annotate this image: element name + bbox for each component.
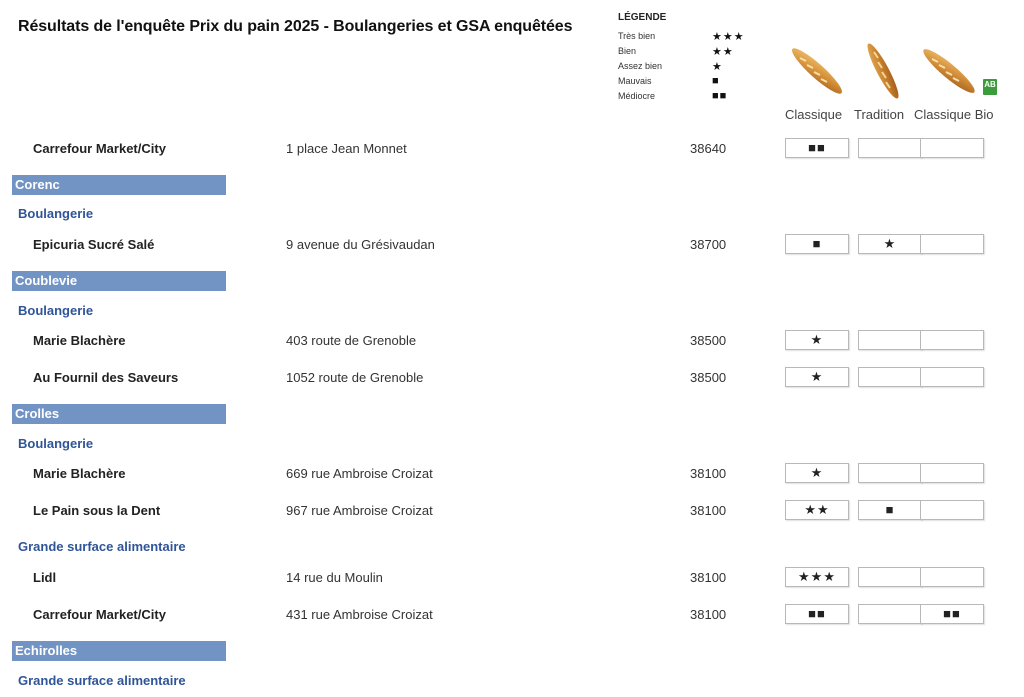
store-address: 14 rue du Moulin [286,570,383,585]
commune-header: Coublevie [12,271,226,291]
store-address: 1052 route de Grenoble [286,370,424,385]
store-address: 431 rue Ambroise Croizat [286,607,433,622]
rating-tradition [858,330,922,350]
rating-tradition [858,604,922,624]
category-label: Grande surface alimentaire [18,539,186,554]
rating-tradition [858,138,922,158]
rating-classique: ■ [785,234,849,254]
store-name: Carrefour Market/City [33,607,166,622]
category-label: Boulangerie [18,303,94,318]
store-address: 9 avenue du Grésivaudan [286,237,435,252]
rating-symbol: ★★ [712,46,734,58]
legend-title: LÉGENDE [618,12,667,23]
page-title: Résultats de l'enquête Prix du pain 2025… [18,18,573,35]
store-name: Carrefour Market/City [33,141,166,156]
store-name: Marie Blachère [33,333,126,348]
category-label: Grande surface alimentaire [18,673,186,688]
rating-classique-bio [920,330,984,350]
rating-classique: ■■ [785,604,849,624]
column-header-classique: Classique [785,107,843,122]
rating-classique: ★ [785,463,849,483]
store-name: Au Fournil des Saveurs [33,370,179,385]
baguette-classique-image [792,48,842,94]
category-label: Boulangerie [18,436,94,451]
legend-item: Bien ★★ [618,44,733,59]
rating-classique-bio: ■■ [920,604,984,624]
rating-classique: ■■ [785,138,849,158]
legend-label: Très bien [618,31,656,41]
store-postcode: 38100 [690,607,727,622]
store-postcode: 38500 [690,333,727,348]
rating-classique: ★ [785,367,849,387]
rating-symbol: ■■ [712,90,728,102]
rating-classique-bio [920,234,984,254]
rating-classique-bio [920,463,984,483]
baguette-bio-image [923,49,975,93]
legend-label: Mauvais [618,76,652,86]
rating-classique-bio [920,567,984,587]
column-header-tradition: Tradition [854,107,905,122]
rating-classique-bio [920,367,984,387]
legend-item: Mauvais ■ [618,74,719,89]
legend-item: Médiocre ■■ [618,89,726,104]
rating-classique-bio [920,500,984,520]
legend: LÉGENDE Très bien ★★★ Bien ★★ Assez bien… [618,12,744,104]
legend-label: Bien [618,46,637,56]
store-address: 403 route de Grenoble [286,333,417,348]
baguette-tradition-image [867,43,899,99]
store-postcode: 38640 [690,141,727,156]
legend-item: Assez bien ★ [618,59,722,74]
store-postcode: 38100 [690,570,727,585]
store-postcode: 38700 [690,237,727,252]
rating-tradition [858,463,922,483]
commune-header: Corenc [12,175,226,195]
organic-label-icon: AB [983,79,997,95]
rating-tradition: ■ [858,500,922,520]
store-address: 669 rue Ambroise Croizat [286,466,433,481]
commune-header: Echirolles [12,641,226,661]
category-label: Boulangerie [18,206,94,221]
store-name: Epicuria Sucré Salé [33,237,155,252]
legend-label: Assez bien [618,61,663,71]
rating-tradition: ★ [858,234,922,254]
rating-symbol: ■ [712,75,720,87]
store-name: Lidl [33,570,57,585]
store-postcode: 38100 [690,466,727,481]
column-header-classique-bio: Classique Bio [914,107,994,122]
store-address: 1 place Jean Monnet [286,141,407,156]
store-name: Le Pain sous la Dent [33,503,161,518]
rating-classique-bio [920,138,984,158]
store-postcode: 38500 [690,370,727,385]
store-postcode: 38100 [690,503,727,518]
legend-item: Très bien ★★★ [618,29,744,44]
store-address: 967 rue Ambroise Croizat [286,503,433,518]
rating-symbol: ★ [712,61,723,73]
rating-classique: ★★ [785,500,849,520]
rating-tradition [858,367,922,387]
commune-header: Crolles [12,404,226,424]
legend-label: Médiocre [618,91,656,101]
rating-tradition [858,567,922,587]
rating-classique: ★★★ [785,567,849,587]
rating-symbol: ★★★ [712,31,745,43]
rating-classique: ★ [785,330,849,350]
store-name: Marie Blachère [33,466,126,481]
